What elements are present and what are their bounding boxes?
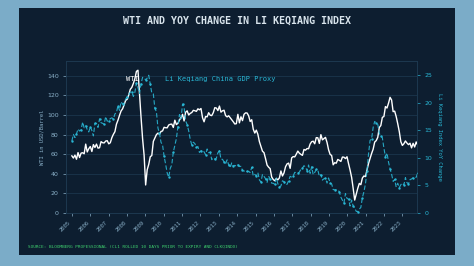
Point — [105, 118, 112, 123]
Point — [303, 169, 311, 173]
Point — [336, 190, 343, 194]
Text: WTI AND YOY CHANGE IN LI KEQIANG INDEX: WTI AND YOY CHANGE IN LI KEQIANG INDEX — [123, 16, 351, 26]
Point — [400, 183, 408, 187]
Point — [229, 164, 237, 168]
Point — [271, 182, 279, 186]
Point — [142, 78, 149, 82]
Point — [391, 177, 399, 182]
Point — [377, 134, 384, 138]
Point — [179, 102, 186, 106]
Point — [87, 124, 94, 129]
Point — [100, 122, 108, 126]
Y-axis label: WTI in USD/Barrel: WTI in USD/Barrel — [39, 109, 44, 165]
Point — [220, 160, 228, 164]
Point — [192, 145, 200, 149]
Point — [280, 180, 288, 184]
Point — [243, 169, 251, 174]
Point — [77, 128, 85, 132]
Point — [373, 121, 380, 125]
Point — [216, 149, 223, 153]
Point — [73, 132, 80, 136]
Point — [133, 81, 140, 85]
Point — [165, 175, 173, 179]
Point — [414, 171, 421, 175]
Point — [363, 169, 371, 173]
Point — [359, 195, 366, 200]
Point — [405, 182, 412, 186]
Point — [155, 131, 163, 135]
Point — [257, 180, 264, 184]
Point — [123, 95, 131, 99]
Point — [262, 177, 269, 181]
Point — [114, 103, 122, 108]
Point — [294, 171, 301, 175]
Point — [317, 172, 325, 177]
Point — [253, 174, 260, 178]
Point — [308, 165, 316, 169]
Point — [354, 210, 362, 214]
Point — [225, 163, 232, 167]
Y-axis label: Li Keqiang Index YoY Change: Li Keqiang Index YoY Change — [437, 93, 442, 181]
Point — [128, 90, 136, 94]
Point — [290, 174, 297, 178]
Point — [395, 186, 403, 190]
Point — [82, 124, 90, 128]
Point — [326, 181, 334, 185]
Point — [349, 204, 357, 208]
Point — [109, 117, 117, 121]
Point — [160, 154, 168, 159]
Point — [285, 179, 292, 183]
Point — [151, 106, 159, 111]
Point — [174, 124, 182, 129]
Point — [266, 177, 274, 181]
Point — [239, 168, 246, 173]
Point — [202, 152, 210, 157]
Text: Li Keqiang China GDP Proxy: Li Keqiang China GDP Proxy — [164, 76, 275, 82]
Point — [170, 150, 177, 154]
Point — [345, 197, 352, 201]
Point — [248, 165, 255, 169]
Point — [234, 163, 242, 167]
Point — [386, 167, 394, 171]
Point — [312, 167, 320, 172]
Point — [146, 82, 154, 86]
Point — [331, 188, 338, 192]
Point — [68, 139, 76, 143]
Point — [340, 201, 348, 205]
Point — [382, 155, 389, 159]
Point — [96, 117, 103, 121]
Text: WTI: WTI — [126, 76, 139, 82]
Point — [119, 102, 127, 106]
Point — [299, 166, 306, 170]
Point — [197, 149, 205, 153]
Point — [91, 121, 99, 125]
Point — [183, 122, 191, 127]
Point — [211, 157, 219, 161]
Point — [275, 185, 283, 189]
Text: SOURCE: BLOOMBERG PROFESSIONAL (CL1 ROLLED 10 DAYS PRIOR TO EXPIRY AND CLKQINDX): SOURCE: BLOOMBERG PROFESSIONAL (CL1 ROLL… — [28, 245, 238, 249]
Point — [137, 82, 145, 86]
Point — [410, 176, 417, 180]
Point — [368, 137, 375, 141]
Point — [206, 150, 214, 154]
Point — [188, 143, 196, 147]
Point — [322, 176, 329, 180]
